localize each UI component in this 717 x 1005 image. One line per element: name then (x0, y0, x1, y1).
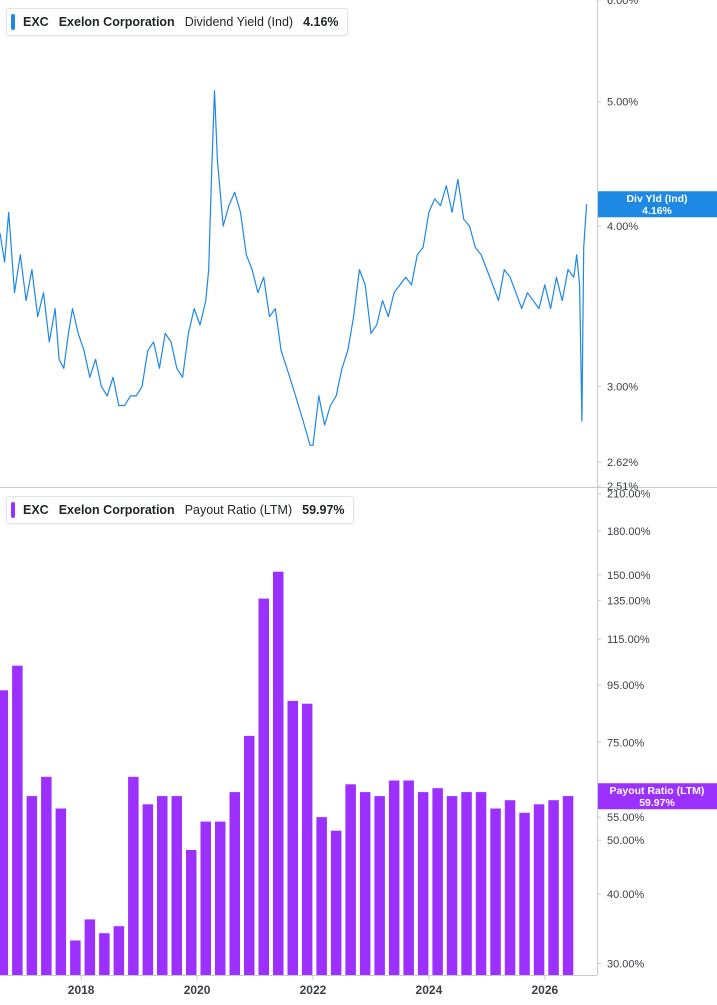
payout-bar[interactable] (70, 940, 81, 976)
y-tick-label: 115.00% (607, 634, 650, 646)
legend-metric: Payout Ratio (LTM) (184, 503, 293, 517)
payout-bar[interactable] (519, 812, 530, 975)
x-tick-label: 2022 (300, 983, 327, 997)
payout-bar[interactable] (504, 800, 516, 975)
payout-bar[interactable] (388, 780, 400, 976)
payout-bar[interactable] (26, 796, 38, 975)
payout-bar[interactable] (287, 700, 299, 975)
payout-bar[interactable] (359, 792, 371, 975)
payout-bar[interactable] (446, 796, 458, 975)
legend-swatch-payout (11, 502, 15, 518)
value-flags: Div Yld (Ind)4.16% Payout Ratio (LTM)59.9… (598, 191, 717, 810)
payout-bar[interactable] (229, 792, 241, 975)
payout-bar[interactable] (403, 780, 414, 976)
payout-bar[interactable] (374, 796, 385, 975)
payout-bar[interactable] (562, 796, 574, 975)
legend-metric: Dividend Yield (Ind) (184, 15, 294, 29)
flag-value: 59.97% (639, 797, 675, 809)
y-tick-label: 135.00% (607, 595, 651, 607)
dividend-yield-plot[interactable] (0, 90, 588, 446)
x-tick-label: 2024 (416, 983, 443, 997)
flag-label: Payout Ratio (LTM) (610, 785, 705, 797)
payout-bar[interactable] (490, 808, 501, 976)
y-tick-label: 2.51% (607, 481, 638, 493)
y-tick-label: 95.00% (607, 680, 645, 692)
y-tick-label: 180.00% (607, 526, 651, 538)
payout-bar[interactable] (417, 792, 429, 975)
dividend-yield-line[interactable] (0, 90, 588, 446)
payout-bar[interactable] (301, 703, 313, 975)
x-tick-label: 2018 (68, 983, 95, 997)
payout-bar[interactable] (186, 850, 197, 975)
y-tick-label: 150.00% (607, 570, 651, 582)
payout-bar[interactable] (0, 690, 9, 975)
y-tick-label: 30.00% (607, 958, 645, 970)
y-tick-label: 75.00% (607, 737, 645, 749)
x-tick-label: 2026 (531, 983, 558, 997)
y-tick-label: 2.62% (607, 457, 638, 469)
payout-bar[interactable] (475, 792, 487, 975)
legend-value: 4.16% (303, 15, 339, 29)
payout-bar[interactable] (157, 796, 168, 975)
payout-bar[interactable] (432, 788, 443, 975)
payout-bar[interactable] (84, 919, 96, 975)
payout-bar[interactable] (330, 830, 342, 975)
y-tick-label: 210.00% (607, 489, 651, 501)
legend-ticker: EXC (23, 15, 49, 29)
y-tick-label: 50.00% (607, 835, 645, 847)
payout-bar[interactable] (200, 821, 212, 975)
payout-bar[interactable] (345, 784, 356, 975)
flag-payout-ratio: Payout Ratio (LTM)59.97% (598, 783, 717, 810)
legend-payout-ratio[interactable]: EXC Exelon Corporation Payout Ratio (LTM… (6, 496, 354, 524)
payout-bar[interactable] (113, 926, 125, 975)
y-tick-label: 6.00% (607, 0, 638, 7)
flag-label: Div Yld (Ind) (626, 193, 687, 205)
flag-value: 4.16% (642, 205, 672, 217)
y-tick-label: 3.00% (607, 382, 638, 394)
flag-dividend-yield: Div Yld (Ind)4.16% (598, 191, 717, 218)
y-tick-label: 4.00% (607, 221, 638, 233)
legend-company: Exelon Corporation (58, 15, 175, 29)
payout-bar[interactable] (142, 804, 154, 975)
x-tick-label: 2020 (184, 983, 211, 997)
payout-bar[interactable] (128, 776, 139, 975)
payout-bar[interactable] (461, 792, 472, 975)
payout-bar[interactable] (244, 735, 255, 975)
payout-bar[interactable] (316, 817, 327, 975)
payout-bar[interactable] (55, 808, 67, 976)
payout-bar[interactable] (12, 665, 23, 975)
payout-bar[interactable] (548, 800, 559, 975)
payout-bar[interactable] (41, 776, 52, 975)
payout-bar[interactable] (171, 796, 183, 975)
payout-bar[interactable] (99, 933, 110, 975)
payout-bar[interactable] (273, 571, 284, 975)
payout-ratio-plot[interactable] (0, 571, 574, 976)
panel-frame (0, 0, 717, 976)
legend-value: 59.97% (302, 503, 345, 517)
legend-company: Exelon Corporation (58, 503, 175, 517)
axes: 6.00% 5.00% 4.00% 3.00% 2.62% 2.51%210.00% 180… (68, 0, 651, 997)
y-tick-label: 55.00% (607, 812, 645, 824)
y-tick-label: 40.00% (607, 889, 645, 901)
y-tick-label: 5.00% (607, 97, 638, 109)
payout-bar[interactable] (533, 804, 545, 975)
legend-ticker: EXC (23, 503, 49, 517)
legend-swatch-yield (11, 14, 15, 30)
payout-bar[interactable] (215, 821, 226, 975)
payout-bar[interactable] (258, 598, 270, 975)
legend-dividend-yield[interactable]: EXC Exelon Corporation Dividend Yield (I… (6, 8, 348, 36)
